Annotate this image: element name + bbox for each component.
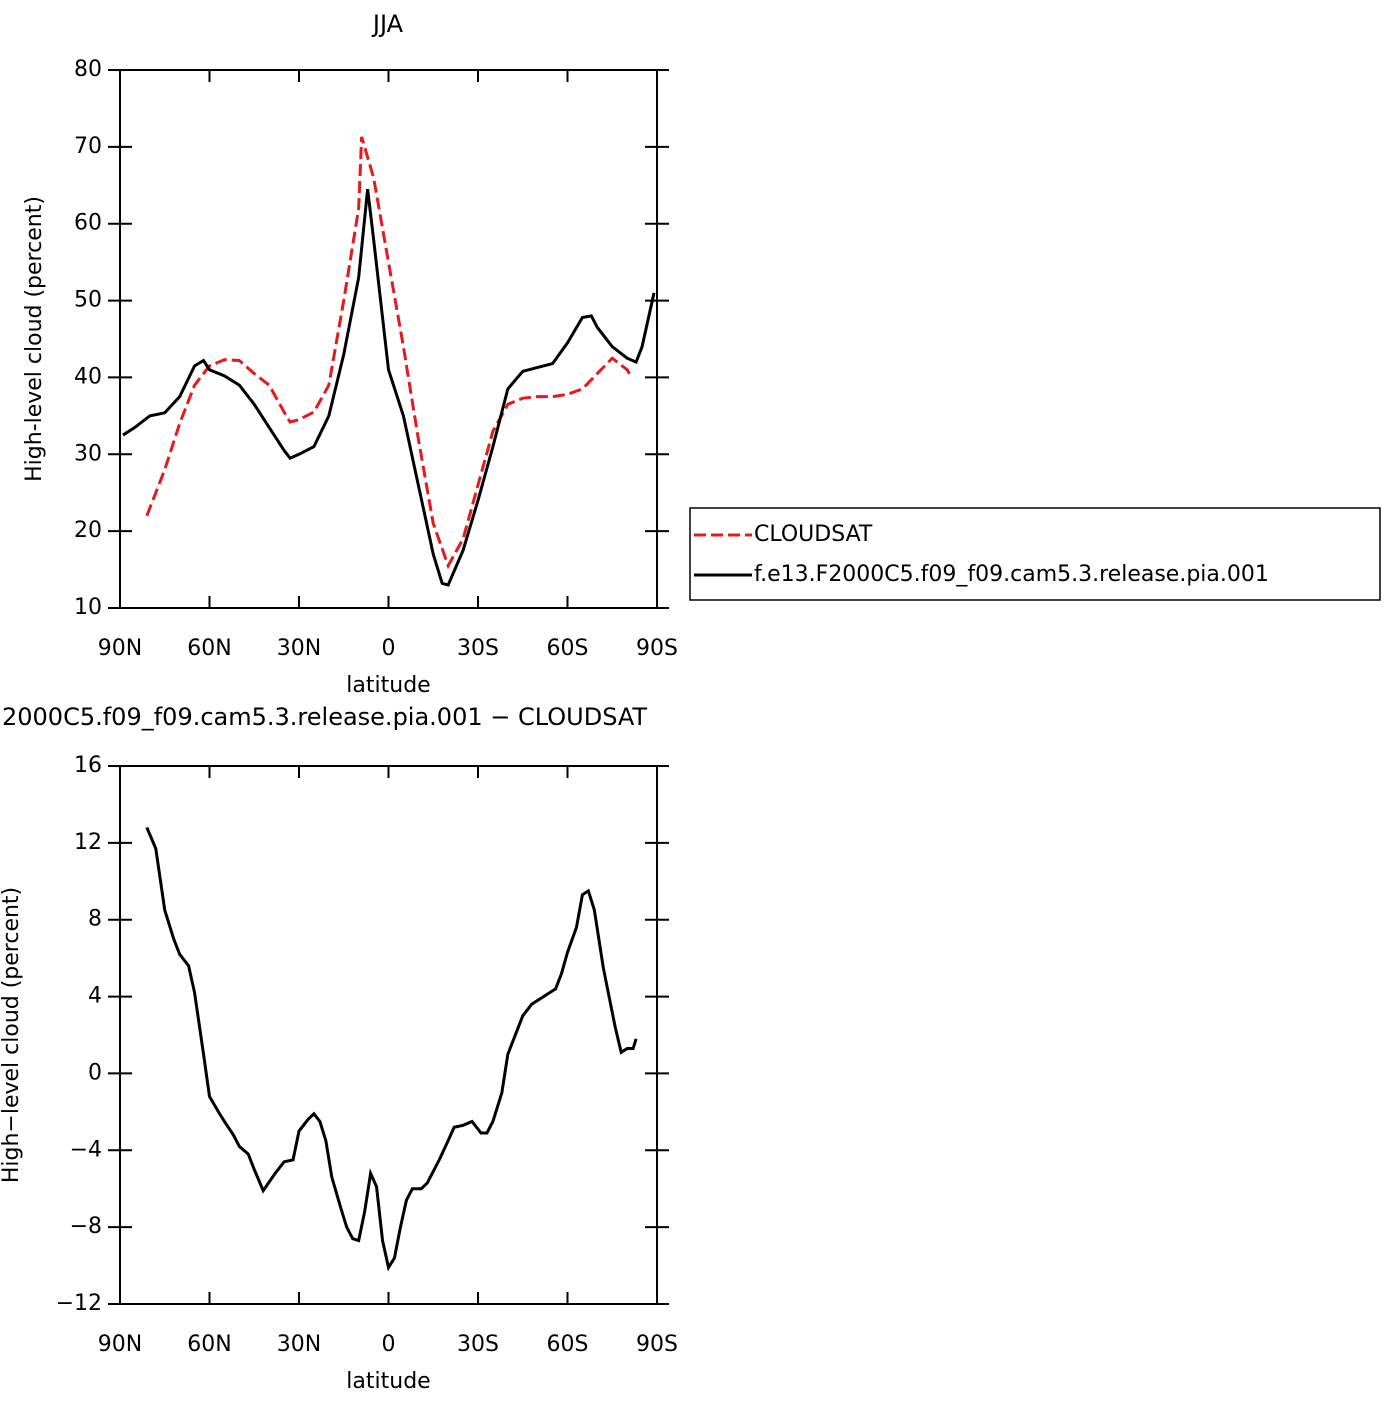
legend-label: f.e13.F2000C5.f09_f09.cam5.3.release.pia…	[754, 562, 1269, 587]
x-axis-label: latitude	[346, 1369, 430, 1394]
y-tick-label: 20	[74, 518, 102, 543]
x-tick-label: 60S	[547, 636, 589, 661]
chart-title: JJA	[371, 10, 404, 38]
y-tick-label: 16	[74, 753, 102, 778]
x-tick-label: 90S	[636, 1332, 678, 1357]
y-axis-label: High-level cloud (percent)	[22, 196, 47, 482]
x-tick-label: 0	[382, 1332, 396, 1357]
x-tick-label: 60S	[547, 1332, 589, 1357]
x-axis-label: latitude	[346, 673, 430, 698]
y-tick-label: 30	[74, 441, 102, 466]
data-line	[145, 826, 638, 1272]
data-line	[145, 136, 632, 570]
x-tick-label: 60N	[187, 636, 231, 661]
y-tick-label: 60	[74, 211, 102, 236]
x-tick-label: 30N	[277, 636, 321, 661]
x-tick-label: 30N	[277, 1332, 321, 1357]
legend-box	[689, 507, 1381, 601]
y-tick-label: 40	[74, 364, 102, 389]
x-tick-label: 30S	[457, 1332, 499, 1357]
y-tick-label: 50	[74, 288, 102, 313]
x-tick-label: 60N	[187, 1332, 231, 1357]
y-tick-label: 80	[74, 57, 102, 82]
y-tick-label: 70	[74, 134, 102, 159]
x-tick-label: 90N	[98, 1332, 142, 1357]
x-tick-label: 90S	[636, 636, 678, 661]
chart-title: 2000C5.f09_f09.cam5.3.release.pia.001 − …	[2, 703, 647, 731]
y-tick-label: 0	[88, 1060, 102, 1085]
x-tick-label: 30S	[457, 636, 499, 661]
y-tick-label: 8	[88, 907, 102, 932]
data-line	[122, 188, 656, 587]
y-tick-label: 4	[88, 984, 102, 1009]
y-tick-label: 12	[74, 830, 102, 855]
x-tick-label: 90N	[98, 636, 142, 661]
x-tick-label: 0	[382, 636, 396, 661]
legend-label: CLOUDSAT	[754, 522, 873, 547]
y-axis-label: High−level cloud (percent)	[0, 887, 24, 1183]
y-tick-label: 10	[74, 595, 102, 620]
y-tick-label: −4	[70, 1137, 102, 1162]
plot-frame	[119, 69, 658, 609]
y-tick-label: −8	[70, 1214, 102, 1239]
y-tick-label: −12	[56, 1291, 102, 1316]
